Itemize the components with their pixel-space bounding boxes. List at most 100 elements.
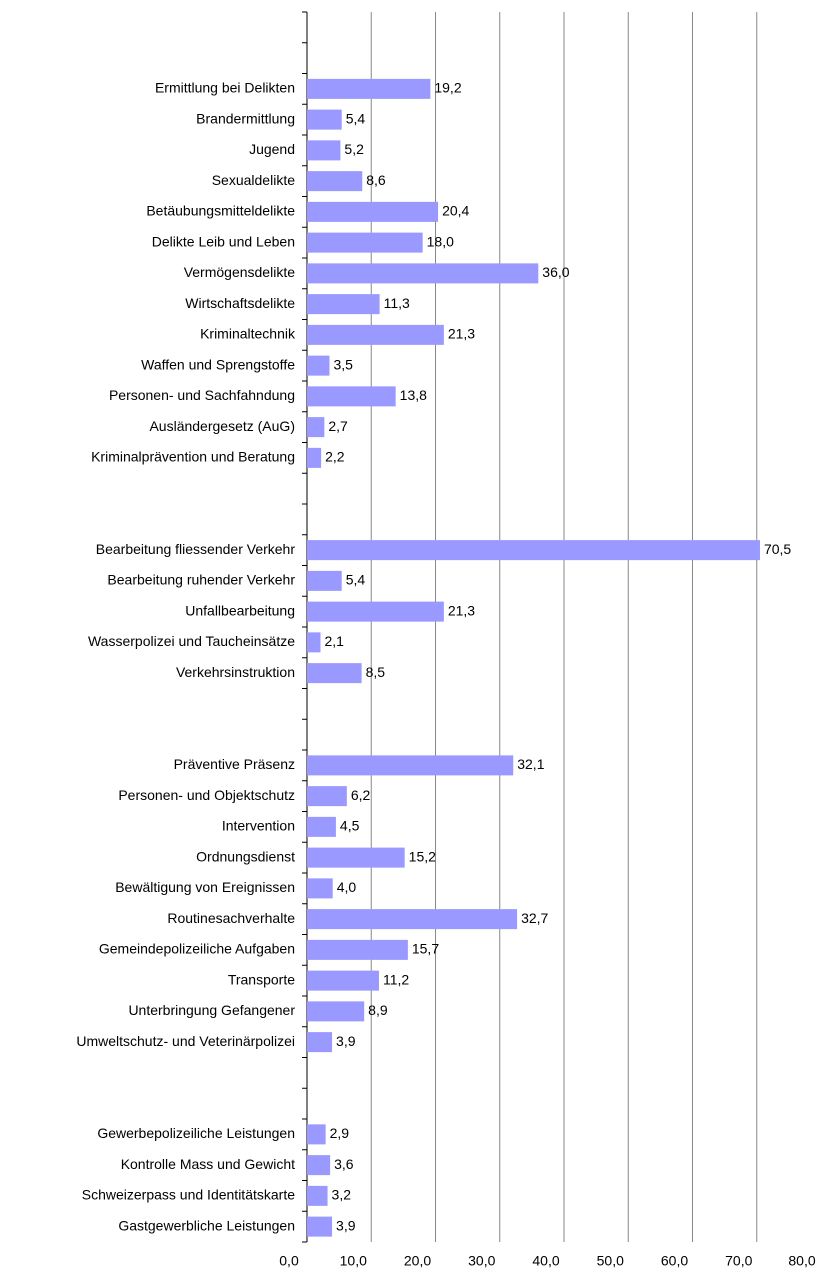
bar bbox=[307, 786, 347, 807]
value-label: 21,3 bbox=[448, 602, 475, 618]
bar bbox=[307, 878, 333, 899]
y-tick-label: Personen- und Objektschutz bbox=[118, 787, 295, 803]
bar bbox=[307, 1216, 333, 1237]
bar bbox=[307, 417, 325, 438]
bar bbox=[307, 263, 539, 284]
value-label: 6,2 bbox=[351, 787, 371, 803]
value-label: 3,6 bbox=[334, 1156, 354, 1172]
bar bbox=[307, 201, 439, 222]
bar bbox=[307, 1185, 328, 1206]
y-tick-label: Delikte Leib und Leben bbox=[152, 233, 295, 249]
bar bbox=[307, 1032, 333, 1053]
y-tick-label: Bewältigung von Ereignissen bbox=[115, 879, 295, 895]
value-label: 3,9 bbox=[336, 1033, 356, 1049]
x-tick-label: 0,0 bbox=[279, 1253, 299, 1269]
y-tick-label: Unfallbearbeitung bbox=[185, 602, 295, 618]
y-tick-label: Kontrolle Mass und Gewicht bbox=[121, 1156, 295, 1172]
value-label: 13,8 bbox=[400, 387, 427, 403]
bar bbox=[307, 847, 405, 868]
y-tick-label: Sexualdelikte bbox=[212, 172, 295, 188]
y-tick-label: Bearbeitung ruhender Verkehr bbox=[107, 572, 295, 588]
y-tick-label: Waffen und Sprengstoffe bbox=[141, 356, 295, 372]
y-tick-label: Personen- und Sachfahndung bbox=[109, 387, 295, 403]
y-tick-label: Jugend bbox=[249, 141, 295, 157]
bar bbox=[307, 816, 336, 837]
y-tick-label: Präventive Präsenz bbox=[174, 756, 295, 772]
y-tick-label: Wasserpolizei und Taucheinsätze bbox=[88, 633, 295, 649]
bar bbox=[307, 294, 380, 315]
y-tick-label: Routinesachverhalte bbox=[167, 910, 295, 926]
value-label: 3,5 bbox=[333, 356, 353, 372]
bar bbox=[307, 909, 518, 930]
value-label: 3,2 bbox=[332, 1187, 352, 1203]
y-tick-label: Vermögensdelikte bbox=[184, 264, 296, 280]
y-tick-label: Verkehrsinstruktion bbox=[176, 664, 295, 680]
value-label: 2,7 bbox=[328, 418, 348, 434]
value-label: 21,3 bbox=[448, 326, 475, 342]
x-tick-label: 40,0 bbox=[532, 1253, 559, 1269]
value-label: 4,0 bbox=[337, 879, 357, 895]
bar bbox=[307, 970, 379, 991]
y-tick-label: Ausländergesetz (AuG) bbox=[149, 418, 295, 434]
y-tick-label: Ordnungsdienst bbox=[196, 848, 295, 864]
y-tick-label: Unterbringung Gefangener bbox=[128, 1002, 295, 1018]
value-label: 70,5 bbox=[764, 541, 791, 557]
x-tick-label: 30,0 bbox=[468, 1253, 495, 1269]
value-label: 32,7 bbox=[521, 910, 548, 926]
value-label: 5,4 bbox=[346, 572, 366, 588]
bar bbox=[307, 355, 330, 376]
bar bbox=[307, 755, 514, 776]
bar bbox=[307, 78, 431, 99]
value-label: 3,9 bbox=[336, 1217, 356, 1233]
x-tick-label: 50,0 bbox=[597, 1253, 624, 1269]
value-label: 5,4 bbox=[346, 110, 366, 126]
value-label: 18,0 bbox=[427, 233, 454, 249]
value-label: 19,2 bbox=[434, 80, 461, 96]
value-label: 11,2 bbox=[383, 971, 409, 987]
value-label: 4,5 bbox=[340, 818, 360, 834]
y-tick-label: Gewerbepolizeiliche Leistungen bbox=[97, 1125, 295, 1141]
bar bbox=[307, 1155, 331, 1176]
bar bbox=[307, 324, 444, 345]
y-tick-label: Brandermittlung bbox=[196, 110, 295, 126]
bar bbox=[307, 386, 396, 407]
y-tick-label: Betäubungsmitteldelikte bbox=[146, 203, 295, 219]
x-tick-label: 80,0 bbox=[788, 1253, 815, 1269]
y-tick-label: Gastgewerbliche Leistungen bbox=[118, 1217, 295, 1233]
y-tick-label: Ermittlung bei Delikten bbox=[155, 80, 295, 96]
x-tick-label: 10,0 bbox=[340, 1253, 367, 1269]
y-tick-label: Umweltschutz- und Veterinärpolizei bbox=[76, 1033, 295, 1049]
y-tick-label: Wirtschaftsdelikte bbox=[185, 295, 295, 311]
x-tick-label: 20,0 bbox=[404, 1253, 431, 1269]
bar bbox=[307, 663, 362, 684]
x-tick-label: 70,0 bbox=[725, 1253, 752, 1269]
y-tick-label: Transporte bbox=[228, 971, 295, 987]
y-tick-label: Kriminalprävention und Beratung bbox=[91, 449, 295, 465]
value-label: 36,0 bbox=[542, 264, 569, 280]
bar bbox=[307, 939, 408, 960]
value-label: 20,4 bbox=[442, 203, 469, 219]
bar bbox=[307, 1124, 326, 1145]
x-tick-label: 60,0 bbox=[661, 1253, 688, 1269]
value-label: 2,1 bbox=[324, 633, 344, 649]
value-label: 11,3 bbox=[384, 295, 410, 311]
bar bbox=[307, 632, 321, 653]
bar bbox=[307, 601, 444, 622]
value-label: 32,1 bbox=[517, 756, 544, 772]
y-tick-label: Intervention bbox=[222, 818, 295, 834]
y-tick-label: Kriminaltechnik bbox=[200, 326, 296, 342]
value-label: 2,9 bbox=[330, 1125, 350, 1141]
bar bbox=[307, 171, 363, 192]
bar bbox=[307, 447, 322, 468]
bar bbox=[307, 540, 760, 561]
value-label: 2,2 bbox=[325, 449, 345, 465]
value-label: 15,7 bbox=[412, 941, 439, 957]
bar bbox=[307, 109, 342, 130]
value-label: 8,5 bbox=[366, 664, 386, 680]
bar bbox=[307, 140, 341, 161]
bar bbox=[307, 232, 423, 253]
value-label: 5,2 bbox=[344, 141, 364, 157]
y-tick-label: Gemeindepolizeiliche Aufgaben bbox=[99, 941, 295, 957]
value-label: 15,2 bbox=[409, 848, 436, 864]
